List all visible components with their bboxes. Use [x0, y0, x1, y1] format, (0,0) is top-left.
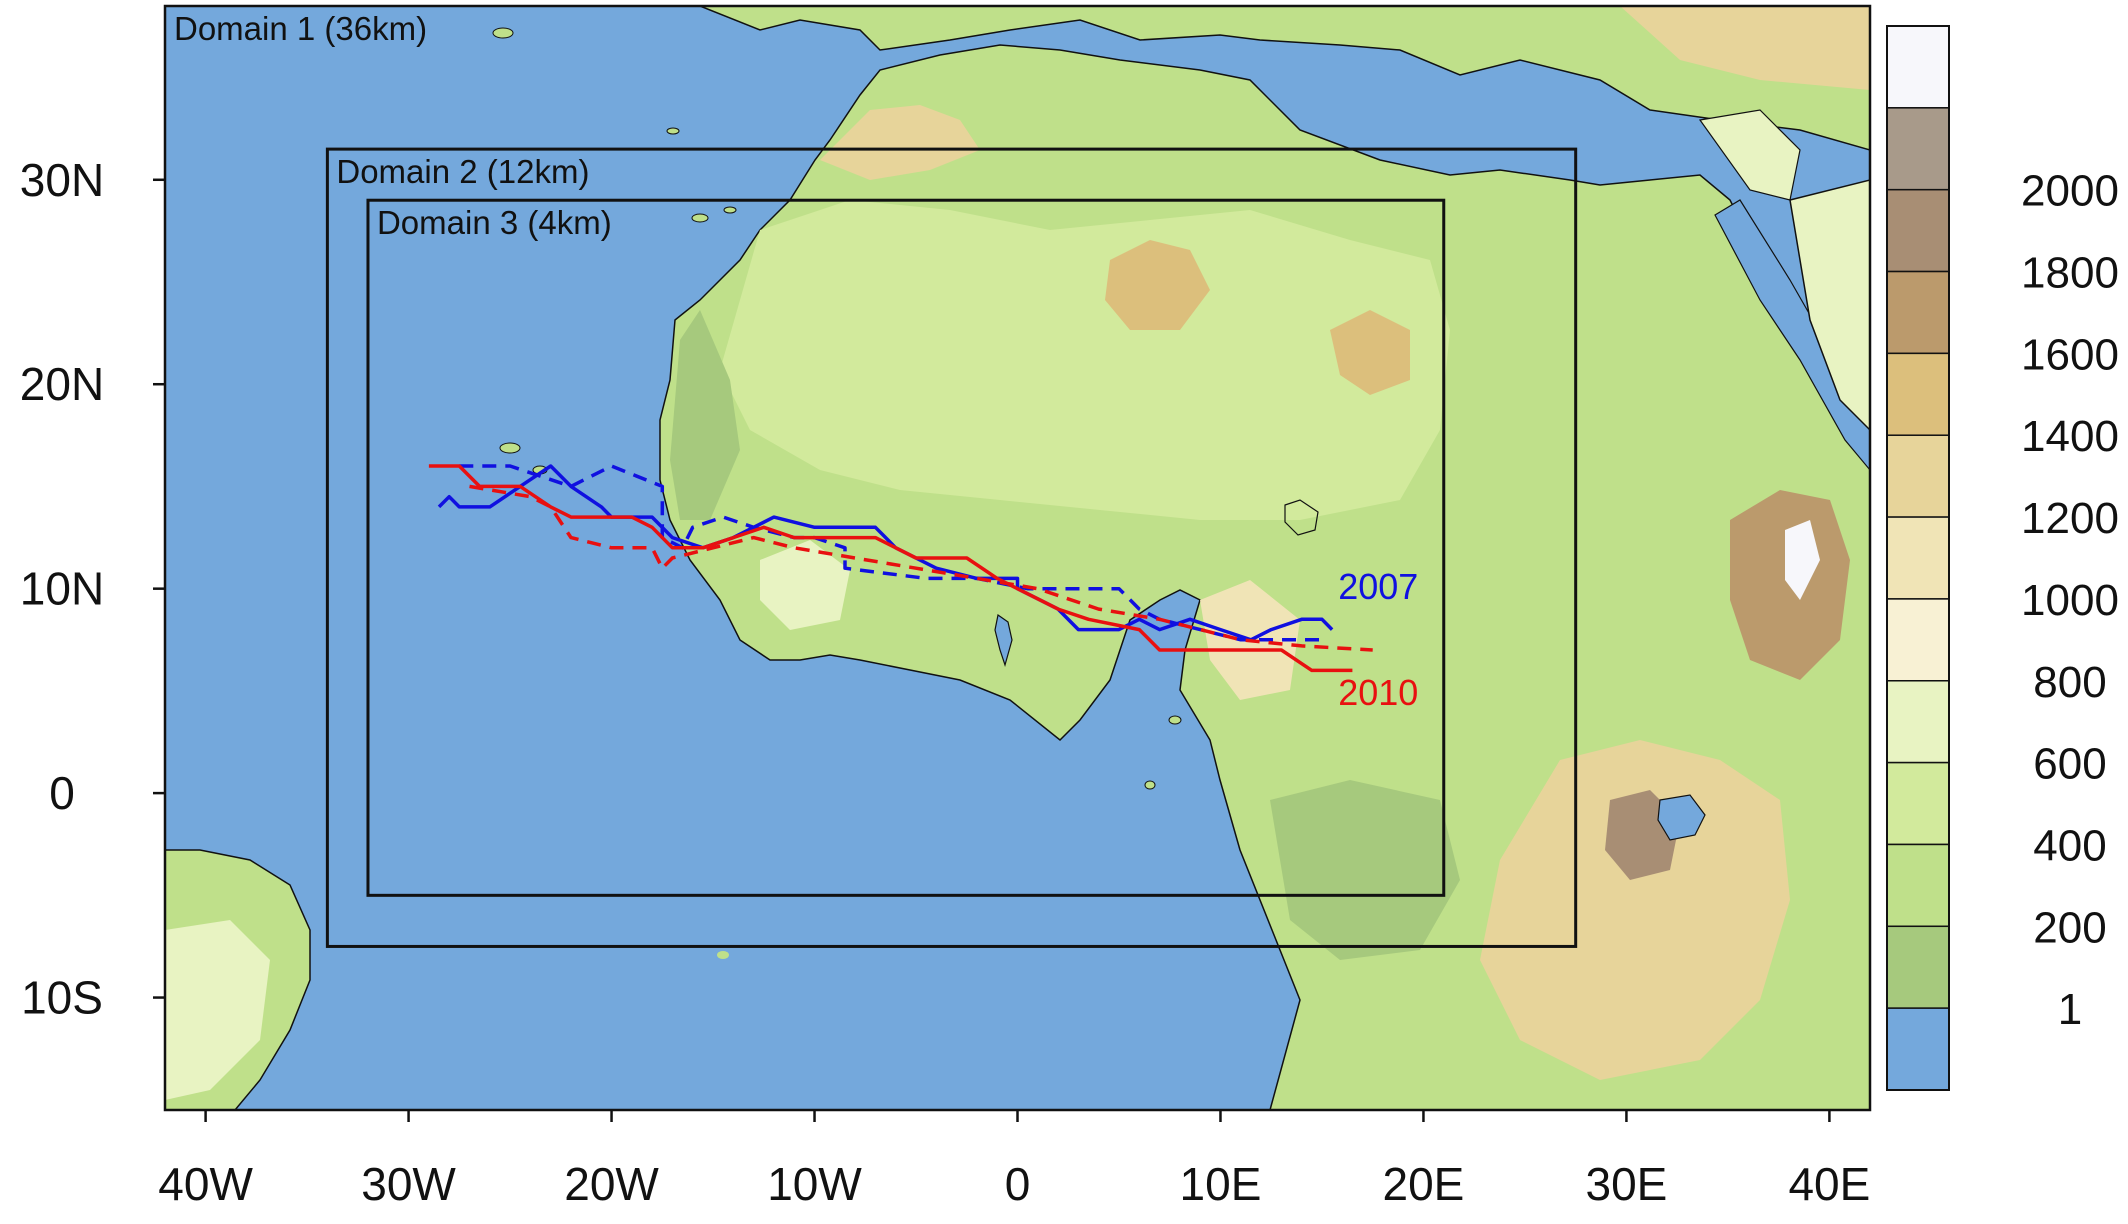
azores — [492, 27, 514, 39]
colorbar-label: 1400 — [2021, 412, 2119, 461]
sahara-plateau — [720, 200, 1450, 520]
anatolia — [1620, 6, 1870, 90]
colorbar-label: 1600 — [2021, 330, 2119, 379]
canary-islands — [691, 213, 709, 223]
madeira — [666, 127, 680, 135]
colorbar-swatch — [1886, 843, 1950, 928]
domain-2-box — [325, 147, 1578, 948]
domain-3-label: Domain 3 (4km) — [377, 204, 612, 241]
x-tick-label: 30E — [1585, 1158, 1667, 1210]
sao-tome — [1144, 780, 1156, 790]
arabia-land — [1789, 179, 1870, 432]
x-tick-label: 20W — [564, 1158, 659, 1210]
track-label-2007: 2007 — [1338, 566, 1418, 607]
cape-verde — [499, 442, 521, 454]
sahel-low — [670, 310, 740, 520]
ascension — [717, 951, 729, 959]
colorbar-label: 600 — [2033, 740, 2106, 789]
y-tick-label: 0 — [49, 767, 75, 819]
x-tick-label: 10W — [767, 1158, 862, 1210]
brazil-highlands — [165, 920, 270, 1100]
colorbar-swatch — [1886, 516, 1950, 600]
colorbar-label: 400 — [2033, 821, 2106, 870]
colorbar-swatch — [1886, 107, 1950, 191]
map-area — [165, 6, 1870, 1110]
colorbar-label: 800 — [2033, 658, 2106, 707]
hoggar-range — [1105, 240, 1210, 330]
colorbar-label: 1800 — [2021, 249, 2119, 298]
colorbar-swatch — [1886, 761, 1950, 846]
canary-islands-2 — [723, 206, 737, 214]
africa-landmass — [659, 44, 1870, 1110]
guinea-highlands — [760, 540, 850, 630]
y-tick-label: 10S — [21, 972, 103, 1024]
colorbar-label: 200 — [2033, 903, 2106, 952]
y-axis: 30N 20N 10N 0 10S — [20, 154, 165, 1024]
colorbar-label: 1000 — [2021, 576, 2119, 625]
east-african-plateau — [1480, 740, 1790, 1080]
colorbar-swatch — [1886, 598, 1950, 682]
domain-2-label: Domain 2 (12km) — [336, 153, 589, 190]
y-tick-label: 30N — [20, 154, 104, 206]
x-tick-label: 40W — [158, 1158, 253, 1210]
domain-boxes — [325, 147, 1578, 948]
x-tick-label: 40E — [1788, 1158, 1870, 1210]
domain-labels: Domain 1 (36km) Domain 2 (12km) Domain 3 (… — [174, 10, 612, 241]
colorbar-swatch — [1886, 25, 1950, 109]
colorbar-swatch — [1886, 188, 1950, 273]
colorbar-swatch — [1886, 434, 1950, 518]
track-label-2010: 2010 — [1338, 672, 1418, 713]
tracks-layer — [428, 464, 1373, 673]
y-tick-label: 10N — [20, 563, 104, 615]
colorbar-swatch — [1886, 680, 1950, 764]
elevation-colorbar: 2000 1800 1600 1400 1200 1000 800 600 400 200 1 — [1886, 25, 2119, 1091]
track-2010-solid — [428, 464, 1353, 673]
south-america-landmass — [165, 849, 311, 1110]
atlas-range — [820, 105, 980, 180]
colorbar-label: 2000 — [2021, 167, 2119, 216]
domain-1-label: Domain 1 (36km) — [174, 10, 427, 47]
x-axis: 40W 30W 20W 10W 0 10E 20E 30E 40E — [158, 1110, 1870, 1210]
track-labels: 2007 2010 — [1338, 566, 1418, 713]
red-sea — [1714, 199, 1870, 471]
tibesti-range — [1330, 310, 1410, 395]
lake-victoria — [1657, 794, 1706, 841]
bioko — [1168, 715, 1182, 725]
x-tick-label: 20E — [1383, 1158, 1465, 1210]
europe-landmass — [699, 6, 1870, 201]
colorbar-swatch — [1886, 1007, 1950, 1091]
lake-volta — [994, 613, 1013, 668]
colorbar-swatch — [1886, 925, 1950, 1009]
colorbar-label: 1200 — [2021, 494, 2119, 543]
colorbar-swatch — [1886, 270, 1950, 355]
sinai-levant — [1698, 109, 1801, 201]
x-tick-label: 30W — [361, 1158, 456, 1210]
colorbar-frame — [1886, 25, 1950, 1091]
x-tick-label: 10E — [1180, 1158, 1262, 1210]
colorbar-label: 1 — [2058, 985, 2082, 1034]
y-tick-label: 20N — [20, 358, 104, 410]
domain-3-box — [366, 198, 1446, 897]
track-2010-dashed — [469, 484, 1373, 652]
ethiopian-peaks — [1785, 520, 1820, 600]
lake-chad — [1284, 499, 1319, 536]
colorbar-swatch — [1886, 352, 1950, 436]
x-tick-label: 0 — [1005, 1158, 1031, 1210]
congo-basin — [1270, 780, 1460, 960]
